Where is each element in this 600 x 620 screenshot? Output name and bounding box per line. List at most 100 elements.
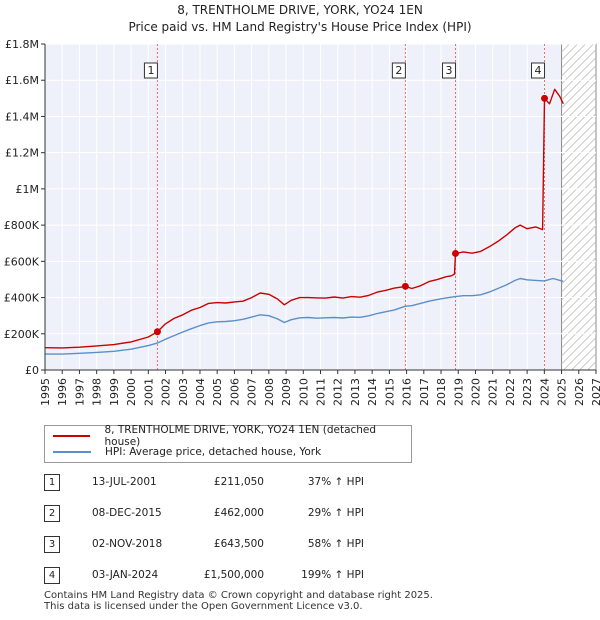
y-tick-label: £1.6M xyxy=(5,74,39,87)
sale-point xyxy=(541,94,549,102)
legend-swatch-hpi xyxy=(53,451,91,453)
forecast-hatch xyxy=(561,304,596,341)
x-tick-label: 2024 xyxy=(538,378,551,406)
x-tick-label: 1997 xyxy=(73,378,86,406)
sale-markers: 1 2 3 4 xyxy=(143,44,546,370)
sale-number-box xyxy=(441,62,456,79)
y-tick-label: £800K xyxy=(4,219,40,232)
x-tick-label: 2008 xyxy=(263,378,276,406)
sale-number-badge: 1 xyxy=(44,474,60,491)
x-tick-label: 2021 xyxy=(487,378,500,406)
sale-date: 03-JAN-2024 xyxy=(92,569,159,581)
price-chart: 8, TRENTHOLME DRIVE, YORK, YO24 1EN Pric… xyxy=(4,3,600,406)
x-tick-label: 2001 xyxy=(142,378,155,406)
legend-item-hpi: HPI: Average price, detached house, York xyxy=(53,444,321,460)
sale-hpi-change: 58% ↑ HPI xyxy=(307,538,364,550)
y-tick-label: £0 xyxy=(25,364,39,377)
sale-number-box xyxy=(391,62,406,79)
y-axis: £0 £200K £400K £600K £800K £1M £1.2M £1.4M £1.6M… xyxy=(4,38,46,377)
legend-label-hpi: HPI: Average price, detached house, York xyxy=(105,446,322,458)
x-tick-label: 2005 xyxy=(211,378,224,406)
x-tick-label: 2003 xyxy=(177,378,190,406)
y-tick-label: £400K xyxy=(4,292,40,305)
footer-attribution: Contains HM Land Registry data © Crown c… xyxy=(44,590,433,612)
table-row: 1 13-JUL-2001 £211,050 37% ↑ HPI xyxy=(44,472,464,492)
x-tick-label: 1995 xyxy=(39,378,52,406)
chart-title: 8, TRENTHOLME DRIVE, YORK, YO24 1EN xyxy=(177,3,423,17)
legend-swatch-property xyxy=(53,435,91,437)
sale-number-box xyxy=(143,62,158,79)
x-tick-label: 2010 xyxy=(297,378,310,406)
forecast-hatch xyxy=(561,280,596,317)
forecast-region xyxy=(561,43,597,371)
legend-label-property: 8, TRENTHOLME DRIVE, YORK, YO24 1EN (det… xyxy=(104,424,377,448)
x-tick-label: 1998 xyxy=(91,378,104,406)
y-tick-label: £1M xyxy=(16,183,40,196)
x-tick-label: 2013 xyxy=(349,378,362,406)
x-tick-label: 2027 xyxy=(590,378,600,406)
x-tick-label: 2015 xyxy=(383,378,396,406)
sale-point xyxy=(451,249,459,257)
sale-number-label: 2 xyxy=(395,64,402,77)
y-tick-label: £1.2M xyxy=(5,147,39,160)
sale-number-label: 3 xyxy=(445,64,452,77)
forecast-hatch xyxy=(561,80,596,117)
sale-price: £1,500,000 xyxy=(203,569,264,581)
sale-point xyxy=(153,328,161,336)
y-tick-label: £200K xyxy=(4,328,40,341)
forecast-hatch xyxy=(561,192,596,229)
x-tick-label: 2019 xyxy=(452,378,465,406)
x-tick-label: 2004 xyxy=(194,378,207,406)
y-tick-label: £600K xyxy=(4,255,40,268)
footer-line-2: This data is licensed under the Open Gov… xyxy=(44,601,363,612)
x-tick-label: 2018 xyxy=(435,378,448,406)
x-tick-label: 1996 xyxy=(56,378,69,406)
table-row: 4 03-JAN-2024 £1,500,000 199% ↑ HPI xyxy=(44,565,464,585)
hpi-line xyxy=(45,277,564,355)
sale-date: 13-JUL-2001 xyxy=(92,476,157,488)
property-price-line xyxy=(44,88,564,349)
sale-price: £643,500 xyxy=(213,538,264,550)
sale-hpi-change: 37% ↑ HPI xyxy=(307,476,364,488)
sale-number-label: 1 xyxy=(147,64,154,77)
x-tick-label: 2012 xyxy=(332,378,345,406)
forecast-hatch xyxy=(561,64,596,101)
sale-date: 02-NOV-2018 xyxy=(92,538,163,550)
x-tick-label: 2023 xyxy=(521,378,534,406)
sale-date: 08-DEC-2015 xyxy=(92,507,162,519)
x-tick-label: 2025 xyxy=(556,378,569,406)
x-axis: 1995 1996 1997 1998 1999 2000 2001 2002 2003 2004… xyxy=(39,369,600,406)
forecast-hatch xyxy=(561,88,596,125)
y-tick-label: £1.4M xyxy=(5,110,39,123)
x-tick-label: 2014 xyxy=(366,378,379,406)
sale-number-badge: 2 xyxy=(44,505,60,522)
x-tick-label: 2007 xyxy=(246,378,259,406)
footer-line-1: Contains HM Land Registry data © Crown c… xyxy=(44,590,433,601)
sale-hpi-change: 29% ↑ HPI xyxy=(307,507,364,519)
x-tick-label: 2020 xyxy=(469,378,482,406)
x-tick-label: 2016 xyxy=(401,378,414,406)
x-tick-label: 2002 xyxy=(160,378,173,406)
y-tick-label: £1.8M xyxy=(5,38,39,51)
forecast-hatch xyxy=(561,96,596,133)
sale-hpi-change: 199% ↑ HPI xyxy=(301,569,364,581)
forecast-hatch xyxy=(561,200,596,237)
series-lines xyxy=(44,88,564,355)
forecast-hatch xyxy=(561,176,596,213)
sale-number-badge: 3 xyxy=(44,536,60,553)
x-tick-label: 2022 xyxy=(504,378,517,406)
table-row: 3 02-NOV-2018 £643,500 58% ↑ HPI xyxy=(44,534,464,554)
table-row: 2 08-DEC-2015 £462,000 29% ↑ HPI xyxy=(44,503,464,523)
forecast-hatch xyxy=(561,184,596,221)
forecast-hatch xyxy=(561,72,596,109)
x-tick-label: 2017 xyxy=(418,378,431,406)
x-tick-label: 2000 xyxy=(125,378,138,406)
forecast-hatch xyxy=(561,296,596,333)
chart-subtitle: Price paid vs. HM Land Registry's House … xyxy=(128,20,471,34)
sale-number-box xyxy=(531,62,546,79)
forecast-hatch xyxy=(561,288,596,325)
forecast-hatch xyxy=(561,312,596,349)
sale-point xyxy=(401,282,409,290)
x-tick-label: 1999 xyxy=(108,378,121,406)
x-tick-label: 2011 xyxy=(315,378,328,406)
